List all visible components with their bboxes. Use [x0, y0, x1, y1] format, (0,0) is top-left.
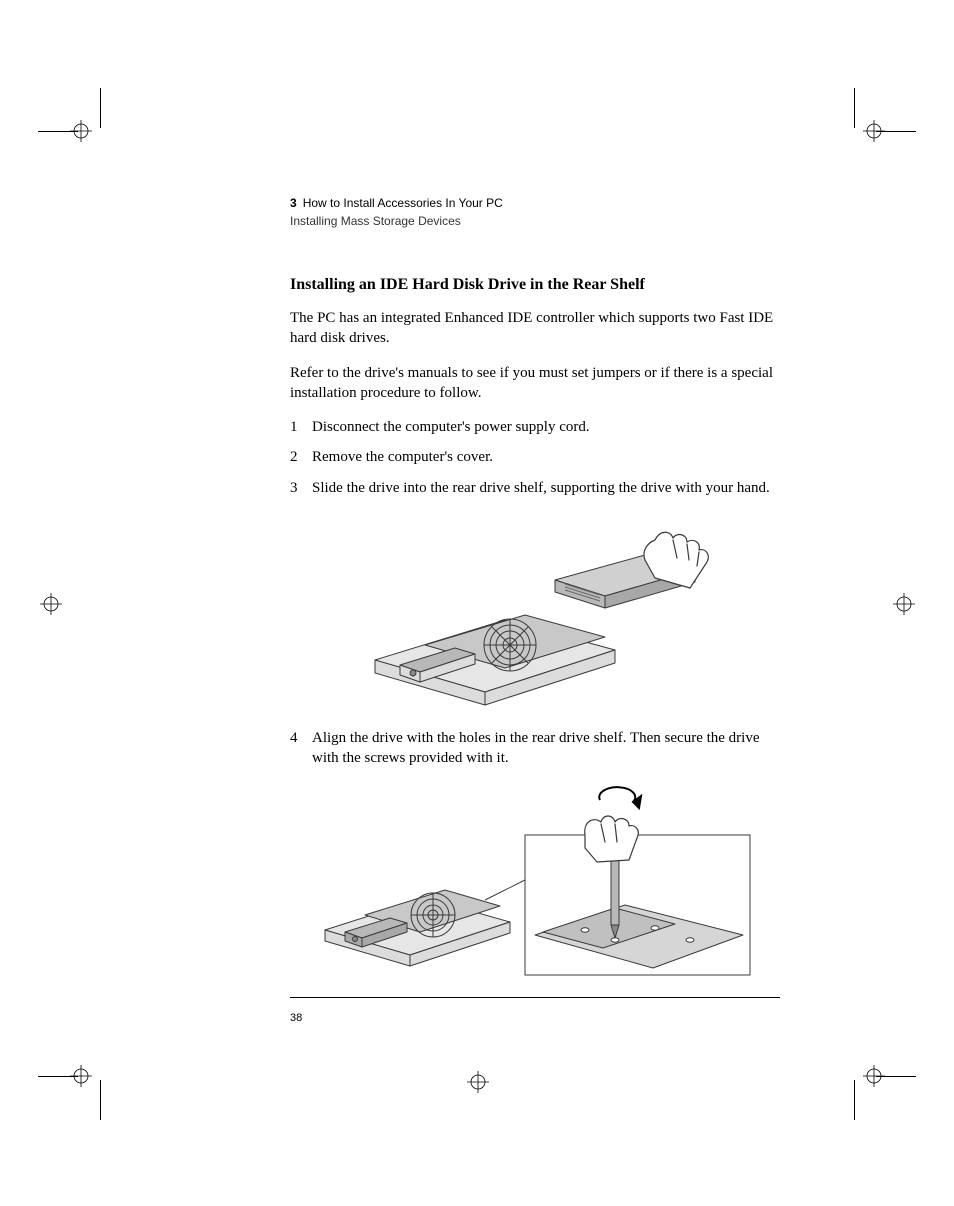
chapter-subtitle: Installing Mass Storage Devices — [290, 214, 780, 228]
reg-mark-mid-right — [893, 593, 915, 615]
step-list: 1 Disconnect the computer's power supply… — [290, 417, 780, 498]
step-item: 2 Remove the computer's cover. — [290, 447, 780, 467]
chapter-number: 3 — [290, 196, 297, 210]
chapter-title: How to Install Accessories In Your PC — [303, 196, 503, 210]
reg-mark-top-left — [70, 120, 92, 142]
figure-secure-drive — [290, 780, 780, 980]
step-number: 1 — [290, 417, 312, 437]
section-title: Installing an IDE Hard Disk Drive in the… — [290, 276, 780, 294]
step-number: 2 — [290, 447, 312, 467]
step-text: Align the drive with the holes in the re… — [312, 728, 780, 769]
step-item: 4 Align the drive with the holes in the … — [290, 728, 780, 769]
step-number: 3 — [290, 478, 312, 498]
step-text: Slide the drive into the rear drive shel… — [312, 478, 780, 498]
page-number: 38 — [290, 1012, 302, 1024]
figure-insert-drive — [290, 510, 780, 710]
reg-mark-bot-left — [70, 1065, 92, 1087]
step-text: Remove the computer's cover. — [312, 447, 780, 467]
step-list-cont: 4 Align the drive with the holes in the … — [290, 728, 780, 769]
page-content: 3 How to Install Accessories In Your PC I… — [290, 196, 780, 998]
step-item: 1 Disconnect the computer's power supply… — [290, 417, 780, 437]
reg-mark-mid-left — [40, 593, 62, 615]
step-item: 3 Slide the drive into the rear drive sh… — [290, 478, 780, 498]
step-number: 4 — [290, 728, 312, 769]
reg-mark-bot-right — [863, 1065, 885, 1087]
intro-paragraph-2: Refer to the drive's manuals to see if y… — [290, 363, 780, 404]
chapter-heading: 3 How to Install Accessories In Your PC — [290, 196, 780, 210]
intro-paragraph-1: The PC has an integrated Enhanced IDE co… — [290, 308, 780, 349]
step-text: Disconnect the computer's power supply c… — [312, 417, 780, 437]
reg-mark-top-right — [863, 120, 885, 142]
footer-rule — [290, 997, 780, 998]
reg-mark-bot-center — [467, 1071, 489, 1093]
